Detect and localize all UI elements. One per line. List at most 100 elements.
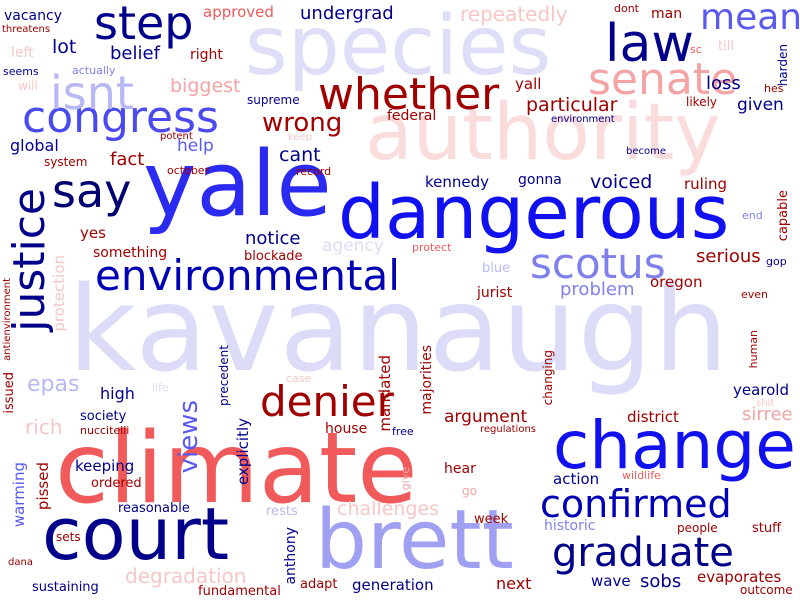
word-hear: hear	[444, 461, 476, 477]
word-federal: federal	[387, 108, 437, 124]
word-left: left	[11, 45, 34, 61]
word-oregon: oregon	[650, 273, 703, 291]
word-yearold: yearold	[733, 381, 790, 399]
word-protection: protection	[50, 255, 68, 332]
word-step: step	[94, 0, 194, 50]
word-warming: warming	[10, 462, 28, 528]
word-house: house	[325, 421, 368, 437]
word-blue: blue	[482, 261, 511, 276]
word-capable: capable	[776, 190, 791, 242]
word-sirree: sirree	[742, 404, 793, 425]
word-mandated: mandated	[376, 355, 394, 432]
word-senate: senate	[588, 54, 738, 105]
word-serious: serious	[696, 246, 761, 267]
word-society: society	[80, 409, 127, 424]
word-rich: rich	[25, 415, 63, 439]
word-mean: mean	[700, 0, 800, 38]
word-gop: gop	[766, 255, 787, 268]
word-undergrad: undergrad	[300, 3, 394, 24]
word-right: right	[190, 47, 223, 63]
word-high: high	[100, 384, 135, 403]
word-end: end	[742, 209, 763, 222]
word-confirmed: confirmed	[540, 482, 732, 526]
word-outcome: outcome	[740, 583, 793, 597]
word-global: global	[10, 136, 59, 155]
word-argument: argument	[444, 407, 528, 427]
word-sc: sc	[690, 43, 702, 56]
word-brett: brett	[315, 493, 514, 588]
word-yale: yale	[143, 132, 332, 237]
word-even: even	[741, 288, 769, 301]
word-dana: dana	[8, 557, 33, 568]
word-district: district	[627, 408, 679, 426]
word-climate: climate	[55, 412, 418, 526]
word-dangerous: dangerous	[338, 170, 730, 256]
word-sets: sets	[56, 530, 81, 544]
word-congress: congress	[22, 92, 219, 143]
word-graduate: graduate	[552, 530, 734, 576]
word-hes: hes	[764, 82, 784, 95]
word-particular: particular	[526, 94, 618, 116]
word-majorities: majorities	[419, 345, 435, 415]
word-system: system	[44, 155, 88, 169]
word-evaporates: evaporates	[697, 568, 782, 586]
word-become: become	[626, 146, 667, 157]
word-fact: fact	[110, 149, 145, 170]
word-vacancy: vacancy	[4, 8, 62, 24]
word-cant: cant	[279, 144, 321, 166]
word-keep: keep	[288, 132, 313, 143]
word-whether: whether	[318, 69, 500, 120]
word-yall: yall	[515, 75, 542, 93]
word-changing: changing	[541, 350, 555, 406]
word-justice: justice	[4, 188, 55, 332]
word-voiced: voiced	[590, 171, 653, 193]
word-antienvironment: antienvironment	[2, 278, 13, 361]
word-wildlife: wildlife	[622, 469, 661, 482]
word-rests: rests	[266, 504, 298, 519]
word-actually: actually	[72, 64, 116, 77]
word-shit: shit	[756, 398, 775, 409]
word-views: views	[174, 400, 204, 474]
word-wrong: wrong	[262, 108, 343, 138]
word-people: people	[677, 521, 718, 535]
word-historic: historic	[544, 518, 596, 534]
word-life: life	[152, 381, 169, 394]
word-fundamental: fundamental	[198, 584, 281, 599]
word-precedent: precedent	[217, 345, 231, 406]
word-law: law	[605, 14, 694, 74]
word-denier: denier	[260, 377, 394, 426]
word-lot: lot	[52, 36, 77, 58]
word-loss: loss	[706, 73, 741, 94]
word-issued: issued	[2, 372, 17, 414]
word-generation: generation	[352, 576, 434, 594]
word-anthony: anthony	[283, 527, 299, 585]
word-week: week	[474, 512, 509, 527]
word-human: human	[747, 330, 760, 369]
word-keeping: keeping	[75, 457, 135, 475]
word-record: record	[296, 165, 332, 178]
word-scotus: scotus	[530, 239, 666, 288]
word-free: free	[392, 425, 414, 438]
word-environment: environment	[551, 114, 615, 125]
word-belief: belief	[110, 43, 160, 64]
word-wave: wave	[591, 572, 631, 590]
word-adapt: adapt	[300, 577, 338, 592]
word-sustaining: sustaining	[32, 580, 99, 595]
word-given: given	[737, 95, 784, 115]
word-kavanaugh: kavanaugh	[68, 260, 730, 398]
word-supreme: supreme	[247, 93, 300, 107]
word-go: go	[462, 484, 477, 498]
word-court: court	[42, 492, 230, 576]
word-protect: protect	[412, 241, 452, 254]
word-till: till	[718, 39, 734, 54]
word-ordered: ordered	[91, 476, 142, 491]
word-isnt: isnt	[50, 66, 134, 120]
word-seems: seems	[3, 65, 39, 78]
word-stuff: stuff	[752, 521, 782, 536]
word-change: change	[553, 407, 796, 484]
word-biggest: biggest	[170, 75, 241, 97]
word-dont: dont	[614, 2, 639, 15]
word-regulations: regulations	[480, 424, 537, 435]
word-yes: yes	[80, 224, 106, 242]
word-case: case	[286, 372, 312, 385]
